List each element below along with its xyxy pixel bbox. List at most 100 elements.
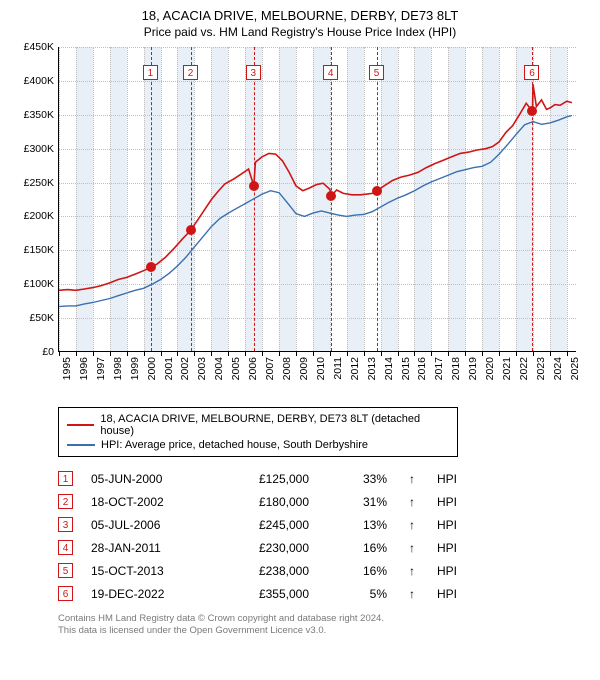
legend-swatch: [67, 424, 94, 426]
y-tick-label: £150K: [24, 244, 54, 256]
arrow-up-icon: ↑: [405, 518, 419, 532]
event-suffix: HPI: [437, 472, 457, 486]
event-suffix: HPI: [437, 564, 457, 578]
event-price: £238,000: [219, 564, 309, 578]
event-index-box: 5: [58, 563, 73, 578]
x-tick-label: 2005: [230, 357, 242, 380]
price-point-dot: [372, 186, 382, 196]
y-tick-label: £50K: [29, 312, 54, 324]
event-index-box: 1: [58, 471, 73, 486]
price-point-dot: [146, 262, 156, 272]
event-row: 3 05-JUL-2006 £245,000 13% ↑ HPI: [58, 513, 584, 536]
x-tick-label: 2016: [416, 357, 428, 380]
chart-legend: 18, ACACIA DRIVE, MELBOURNE, DERBY, DE73…: [58, 407, 458, 457]
x-tick-label: 2009: [298, 357, 310, 380]
x-tick-label: 1998: [112, 357, 124, 380]
arrow-up-icon: ↑: [405, 472, 419, 486]
event-price: £125,000: [219, 472, 309, 486]
event-date: 28-JAN-2011: [91, 541, 201, 555]
price-point-dot: [326, 191, 336, 201]
x-tick-label: 2012: [349, 357, 361, 380]
event-index-box: 2: [58, 494, 73, 509]
event-date: 15-OCT-2013: [91, 564, 201, 578]
arrow-up-icon: ↑: [405, 587, 419, 601]
x-tick-label: 2002: [179, 357, 191, 380]
x-tick-label: 2023: [535, 357, 547, 380]
event-row: 2 18-OCT-2002 £180,000 31% ↑ HPI: [58, 490, 584, 513]
event-price: £355,000: [219, 587, 309, 601]
arrow-up-icon: ↑: [405, 541, 419, 555]
page-subtitle: Price paid vs. HM Land Registry's House …: [16, 25, 584, 39]
event-suffix: HPI: [437, 587, 457, 601]
event-date: 05-JUL-2006: [91, 518, 201, 532]
price-point-dot: [249, 181, 259, 191]
x-tick-label: 1997: [95, 357, 107, 380]
price-point-dot: [186, 225, 196, 235]
x-tick-label: 1995: [61, 357, 73, 380]
x-tick-label: 2021: [501, 357, 513, 380]
event-index-box: 6: [58, 586, 73, 601]
event-price: £230,000: [219, 541, 309, 555]
page-title: 18, ACACIA DRIVE, MELBOURNE, DERBY, DE73…: [16, 8, 584, 23]
arrow-up-icon: ↑: [405, 495, 419, 509]
y-tick-label: £100K: [24, 278, 54, 290]
y-tick-label: £400K: [24, 75, 54, 87]
event-suffix: HPI: [437, 518, 457, 532]
attribution-footer: Contains HM Land Registry data © Crown c…: [58, 613, 584, 637]
x-tick-label: 1996: [78, 357, 90, 380]
footer-line: Contains HM Land Registry data © Crown c…: [58, 613, 584, 625]
event-pct: 13%: [327, 518, 387, 532]
event-pct: 33%: [327, 472, 387, 486]
x-tick-label: 2024: [552, 357, 564, 380]
x-tick-label: 1999: [129, 357, 141, 380]
x-tick-label: 2022: [518, 357, 530, 380]
x-tick-label: 2008: [281, 357, 293, 380]
footer-line: This data is licensed under the Open Gov…: [58, 625, 584, 637]
event-date: 05-JUN-2000: [91, 472, 201, 486]
x-tick-label: 2000: [146, 357, 158, 380]
event-pct: 16%: [327, 541, 387, 555]
legend-label: HPI: Average price, detached house, Sout…: [101, 439, 368, 451]
x-tick-label: 2003: [196, 357, 208, 380]
event-index-box: 4: [58, 540, 73, 555]
event-price: £245,000: [219, 518, 309, 532]
event-row: 1 05-JUN-2000 £125,000 33% ↑ HPI: [58, 467, 584, 490]
x-tick-label: 2018: [450, 357, 462, 380]
arrow-up-icon: ↑: [405, 564, 419, 578]
event-table: 1 05-JUN-2000 £125,000 33% ↑ HPI 2 18-OCT-2002 £…: [58, 467, 584, 605]
x-tick-label: 2006: [247, 357, 259, 380]
event-price: £180,000: [219, 495, 309, 509]
event-date: 19-DEC-2022: [91, 587, 201, 601]
event-date: 18-OCT-2002: [91, 495, 201, 509]
x-tick-label: 2020: [484, 357, 496, 380]
x-tick-label: 2015: [400, 357, 412, 380]
x-tick-label: 2013: [366, 357, 378, 380]
price-point-dot: [527, 106, 537, 116]
x-tick-label: 2014: [383, 357, 395, 380]
event-row: 6 19-DEC-2022 £355,000 5% ↑ HPI: [58, 582, 584, 605]
y-tick-label: £200K: [24, 210, 54, 222]
event-index-box: 3: [58, 517, 73, 532]
event-pct: 5%: [327, 587, 387, 601]
x-tick-label: 2001: [163, 357, 175, 380]
y-tick-label: £300K: [24, 143, 54, 155]
price-chart: 123456 £0£50K£100K£150K£200K£250K£300K£3…: [16, 45, 584, 395]
event-suffix: HPI: [437, 541, 457, 555]
y-tick-label: £250K: [24, 177, 54, 189]
x-tick-label: 2011: [332, 357, 344, 380]
y-tick-label: £0: [42, 346, 54, 358]
x-tick-label: 2007: [264, 357, 276, 380]
event-row: 4 28-JAN-2011 £230,000 16% ↑ HPI: [58, 536, 584, 559]
y-tick-label: £350K: [24, 109, 54, 121]
event-pct: 16%: [327, 564, 387, 578]
event-pct: 31%: [327, 495, 387, 509]
legend-item: 18, ACACIA DRIVE, MELBOURNE, DERBY, DE73…: [67, 412, 449, 438]
x-tick-label: 2017: [433, 357, 445, 380]
x-tick-label: 2010: [315, 357, 327, 380]
legend-item: HPI: Average price, detached house, Sout…: [67, 438, 449, 452]
event-suffix: HPI: [437, 495, 457, 509]
event-row: 5 15-OCT-2013 £238,000 16% ↑ HPI: [58, 559, 584, 582]
series-line: [59, 84, 572, 290]
x-tick-label: 2004: [213, 357, 225, 380]
legend-swatch: [67, 444, 95, 446]
